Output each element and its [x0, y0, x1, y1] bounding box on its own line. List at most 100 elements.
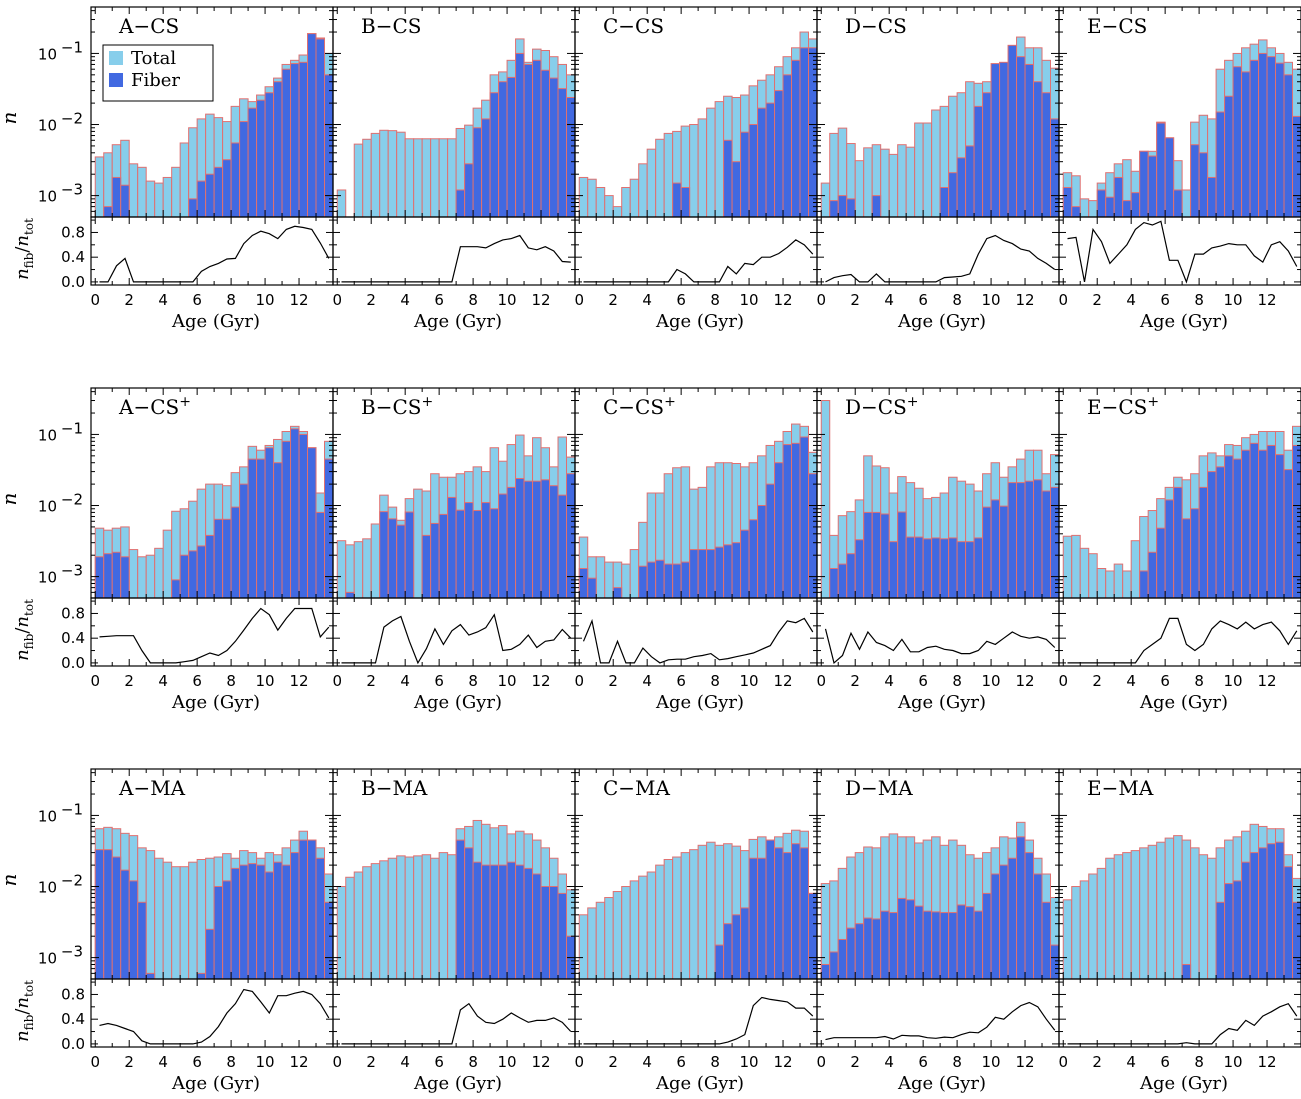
total-bar	[1207, 857, 1217, 979]
fiber-bar	[404, 511, 415, 598]
x-tick-label: 0	[90, 672, 100, 690]
fiber-bar	[1024, 852, 1035, 979]
total-bar	[1190, 847, 1200, 979]
fiber-bar	[837, 195, 848, 217]
fiber-bar	[1113, 176, 1124, 217]
fiber-bar	[740, 529, 750, 598]
fiber-bar	[430, 522, 440, 598]
panel-title: E−MA	[1087, 776, 1154, 800]
fiber-bar	[506, 861, 517, 979]
panel-3: 0 2 4 6 8 10 12 Age (Gyr) C−CS	[574, 6, 818, 332]
fiber-bar	[489, 864, 500, 979]
total-bar	[587, 907, 597, 979]
total-bar	[854, 160, 865, 217]
total-bar	[578, 914, 589, 979]
fiber-bar	[264, 447, 275, 598]
panel-title: D−CS	[845, 14, 907, 38]
fiber-bar	[438, 513, 449, 598]
total-bar	[638, 163, 648, 217]
fiber-bar	[965, 145, 975, 217]
fiber-bar	[1292, 115, 1301, 217]
fiber-bar	[1105, 196, 1115, 217]
y-tick-label: 10	[38, 117, 57, 135]
total-bar	[336, 189, 347, 217]
total-bar	[646, 148, 657, 217]
fiber-bar	[1266, 56, 1277, 217]
fiber-bar	[273, 81, 283, 217]
fiber-bar	[1283, 469, 1294, 598]
fiber-bar	[120, 184, 130, 217]
fiber-bar	[103, 553, 113, 598]
fiber-bar	[1266, 444, 1277, 598]
fiber-bar	[765, 839, 776, 979]
fiber-bar	[723, 923, 733, 979]
fiber-bar	[1275, 454, 1285, 598]
total-bar	[655, 138, 665, 217]
x-tick-label: 10	[498, 291, 517, 309]
fiber-bar	[557, 494, 568, 598]
fiber-bar	[672, 182, 682, 217]
total-bar	[353, 871, 364, 979]
total-bar	[413, 488, 423, 598]
x-tick-label: 8	[226, 672, 236, 690]
total-bar	[629, 178, 640, 217]
total-bar	[1156, 841, 1166, 979]
x-tick-label: 4	[884, 1053, 894, 1071]
fiber-bar	[1024, 63, 1035, 217]
fiber-bar	[740, 907, 750, 979]
panel-15: 0 2 4 6 8 10 12 Age (Gyr) E−MA	[1058, 768, 1301, 1094]
total-bar	[171, 166, 181, 217]
total-bar	[362, 538, 372, 598]
total-bar	[196, 858, 207, 979]
x-tick-label: 8	[952, 291, 962, 309]
fiber-bar	[1156, 527, 1166, 598]
fiber-bar	[931, 537, 941, 598]
fiber-bar	[1050, 944, 1059, 979]
x-tick-label: 0	[574, 672, 584, 690]
fiber-bar	[1173, 486, 1183, 598]
fiber-bar	[472, 127, 483, 217]
fiber-bar	[1139, 150, 1149, 217]
total-bar	[145, 180, 156, 217]
x-tick-label: 8	[468, 291, 478, 309]
fiber-bar	[1147, 551, 1158, 598]
fiber-bar	[128, 880, 139, 979]
x-tick-label: 4	[642, 672, 652, 690]
fiber-bar	[982, 92, 992, 217]
bars	[1062, 425, 1301, 598]
fiber-bar	[914, 905, 924, 979]
bars	[578, 31, 817, 217]
fiber-bar	[774, 90, 784, 217]
total-bar	[353, 143, 364, 217]
fiber-bar	[837, 563, 848, 598]
fiber-bar	[549, 77, 559, 217]
fiber-bar	[578, 568, 589, 598]
fiber-bar	[1122, 200, 1132, 217]
fiber-bar	[748, 124, 759, 217]
x-tick-label: 8	[952, 672, 962, 690]
total-bar	[595, 187, 606, 217]
fiber-bar	[489, 92, 500, 217]
y-tick-label: 10	[38, 879, 57, 897]
fiber-bar	[264, 871, 275, 979]
fiber-bar	[982, 892, 992, 979]
x-tick-label: 4	[642, 1053, 652, 1071]
total-bar	[188, 861, 198, 979]
fiber-bar	[1181, 518, 1192, 598]
fiber-bar	[765, 102, 776, 217]
x-tick-label: 2	[608, 291, 618, 309]
ratio-tick-label: 0.8	[61, 223, 85, 241]
fiber-bar	[757, 107, 767, 217]
fiber-bar	[672, 563, 682, 598]
x-tick-label: 10	[256, 1053, 275, 1071]
total-bar	[94, 156, 105, 217]
panel-title: B−MA	[361, 776, 428, 800]
total-bar	[914, 122, 924, 217]
fiber-bar	[880, 910, 890, 979]
fiber-bar	[863, 511, 873, 598]
fiber-bar	[239, 864, 249, 979]
fiber-bar	[680, 187, 691, 217]
panel-13: 0 2 4 6 8 10 12 Age (Gyr) C−MA	[574, 768, 818, 1094]
total-bar	[154, 547, 164, 598]
